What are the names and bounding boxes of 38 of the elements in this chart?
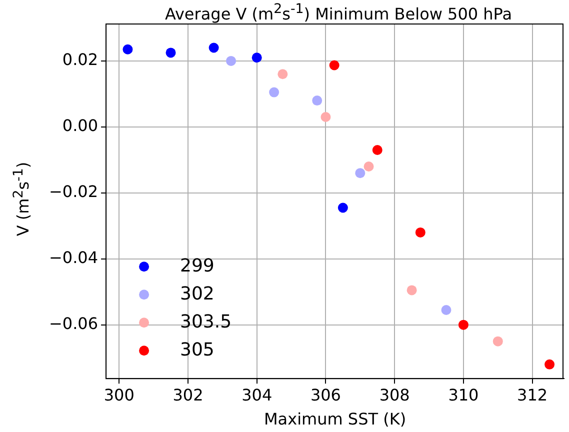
point	[122, 44, 133, 54]
y-tick-label: 0.02	[62, 50, 98, 70]
point	[269, 87, 280, 98]
point	[372, 145, 382, 156]
x-tick-label: 304	[242, 385, 272, 404]
point	[406, 285, 417, 296]
point	[320, 112, 331, 122]
point	[355, 168, 366, 178]
point	[226, 56, 236, 66]
point	[278, 69, 288, 80]
legend-label: 302	[180, 283, 214, 304]
legend-label: 303.5	[180, 311, 232, 332]
point	[338, 202, 348, 213]
point	[252, 52, 262, 63]
point	[544, 359, 555, 370]
x-tick-label: 312	[517, 385, 548, 404]
chart-title: Average V (m$^{2}$s$^{-1}$) Minimum Below 500 hPa	[164, 1, 514, 24]
point	[208, 42, 219, 53]
y-tick-label: −0.06	[49, 314, 98, 333]
x-tick-label: 306	[310, 385, 341, 404]
y-tick-label: 0.00	[62, 116, 98, 136]
y-tick-label: −0.02	[49, 182, 98, 202]
point	[441, 304, 452, 315]
x-tick-label: 302	[172, 385, 204, 404]
x-tick-label: 308	[379, 385, 410, 404]
legend-label: 299	[180, 255, 214, 276]
point	[166, 48, 176, 58]
point	[458, 320, 468, 330]
x-axis-title: Maximum SST (K)	[264, 410, 406, 429]
x-tick-label: 310	[448, 385, 479, 404]
y-tick-label: −0.04	[49, 248, 98, 268]
legend-label: 305	[180, 339, 214, 360]
point	[364, 162, 374, 172]
point	[415, 227, 426, 238]
point	[492, 336, 503, 346]
point	[329, 60, 340, 70]
x-tick-label: 300	[104, 385, 134, 404]
point	[312, 96, 322, 106]
